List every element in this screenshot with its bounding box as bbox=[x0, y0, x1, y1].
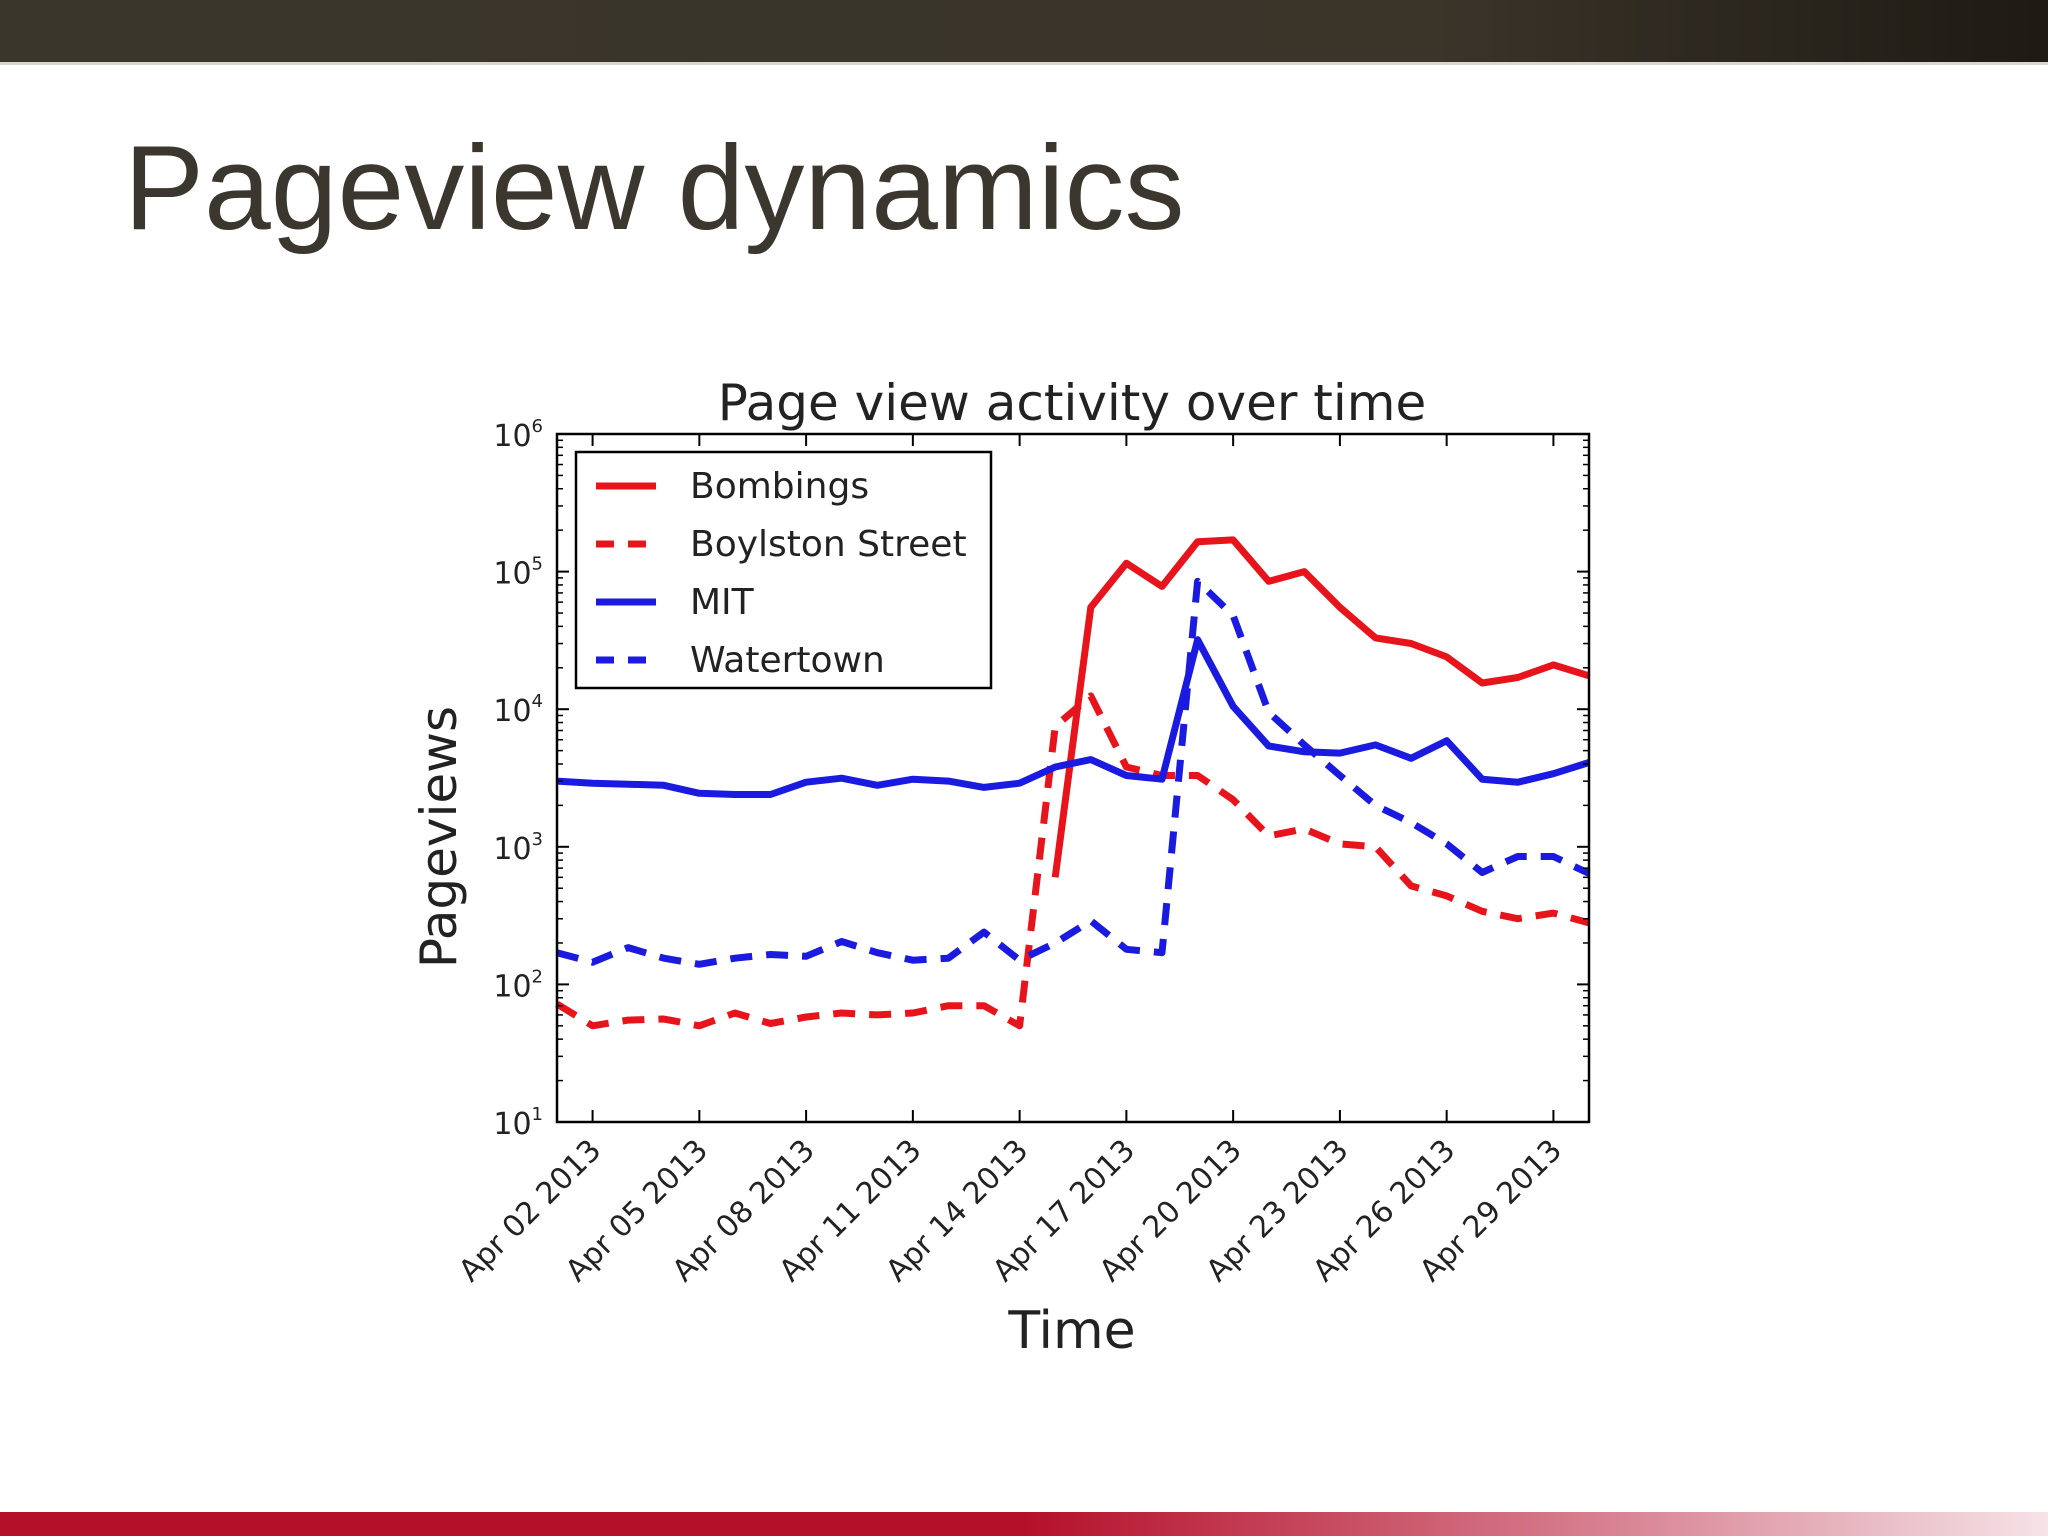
legend-label: Watertown bbox=[690, 640, 885, 681]
legend-label: Boylston Street bbox=[690, 524, 967, 565]
series-line-boylston-street bbox=[555, 692, 1590, 1030]
legend-label: Bombings bbox=[690, 466, 869, 507]
chart-title: Page view activity over time bbox=[718, 374, 1427, 432]
x-axis-label: Time bbox=[1007, 1301, 1135, 1361]
y-tick-label: 104 bbox=[493, 691, 543, 729]
series-line-bombings bbox=[1051, 536, 1591, 878]
legend-box bbox=[574, 450, 993, 690]
y-axis-label: Pageviews bbox=[410, 706, 468, 968]
y-tick-label: 102 bbox=[493, 966, 543, 1004]
series-line-watertown bbox=[556, 577, 1591, 968]
slide-bottom-bar bbox=[0, 1512, 2048, 1536]
series-line-mit bbox=[556, 636, 1591, 798]
y-tick-label: 101 bbox=[493, 1104, 543, 1142]
y-tick-label: 106 bbox=[493, 416, 543, 454]
slide-top-bar bbox=[0, 0, 2048, 65]
y-tick-label: 105 bbox=[493, 554, 543, 592]
series-layer bbox=[555, 536, 1591, 1030]
legend-label: MIT bbox=[690, 582, 755, 623]
plot-area-frame bbox=[555, 432, 1591, 1124]
y-tick-label: 103 bbox=[493, 829, 543, 867]
slide-title: Pageview dynamics bbox=[124, 121, 1185, 255]
legend: Bombings Boylston Street MIT Watertown bbox=[574, 450, 993, 690]
